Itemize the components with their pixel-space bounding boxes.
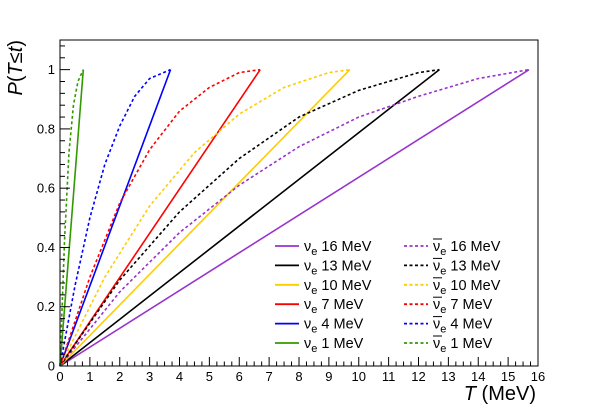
series-line-nu-5 [59, 69, 85, 367]
x-tick-label: 11 [382, 369, 396, 384]
x-tick-label: 1 [86, 369, 93, 384]
legend-label-7: νe 7 MeV [433, 297, 493, 316]
series-layer [59, 68, 530, 367]
series-line-antinu-11 [59, 69, 85, 367]
axis-titles: T (MeV) P(T≤t) [5, 40, 536, 405]
series-line-antinu-8 [59, 68, 350, 367]
x-tick-label: 15 [501, 369, 515, 384]
legend-label-9: νe 4 MeV [433, 317, 493, 336]
x-tick-label: 3 [146, 369, 153, 384]
y-tick-label: 0 [48, 359, 55, 374]
series-line-antinu-9 [59, 68, 261, 367]
x-tick-label: 13 [441, 369, 455, 384]
y-tick-label: 0.6 [37, 181, 55, 196]
y-axis-title: P(T≤t) [5, 40, 27, 95]
x-tick-label: 5 [206, 369, 213, 384]
series-line-antinu-10 [59, 68, 171, 367]
x-tick-label: 6 [236, 369, 243, 384]
legend-label-6: νe 7 MeV [304, 297, 364, 316]
x-tick-label: 9 [325, 369, 332, 384]
series-line-nu-4 [59, 69, 172, 367]
x-tick-label: 10 [352, 369, 366, 384]
y-tick-label: 0.2 [37, 299, 55, 314]
series-line-nu-1 [59, 69, 440, 367]
x-tick-label: 16 [531, 369, 545, 384]
series-line-nu-3 [59, 69, 261, 367]
legend-label-1: νe 16 MeV [433, 239, 501, 258]
x-tick-label: 2 [116, 369, 123, 384]
legend-label-8: νe 4 MeV [304, 317, 364, 336]
x-axis-title: T (MeV) [464, 383, 536, 405]
series-line-nu-2 [59, 69, 351, 367]
series-line-antinu-6 [59, 68, 530, 367]
legend-label-0: νe 16 MeV [304, 239, 372, 258]
x-tick-label: 4 [176, 369, 183, 384]
x-tick-label: 8 [295, 369, 302, 384]
series-line-nu-0 [59, 68, 530, 367]
legend-label-2: νe 13 MeV [304, 258, 372, 277]
legend-label-10: νe 1 MeV [304, 336, 364, 355]
y-tick-label: 0.8 [37, 121, 55, 136]
x-tick-label: 0 [56, 369, 63, 384]
x-tick-label: 12 [411, 369, 425, 384]
x-tick-label: 7 [266, 369, 273, 384]
legend-label-4: νe 10 MeV [304, 278, 372, 297]
legend-label-5: νe 10 MeV [433, 278, 501, 297]
x-tick-label: 14 [471, 369, 485, 384]
legend-label-11: νe 1 MeV [433, 336, 493, 355]
y-tick-label: 1 [48, 62, 55, 77]
y-tick-label: 0.4 [37, 240, 55, 255]
legend-label-3: νe 13 MeV [433, 258, 501, 277]
